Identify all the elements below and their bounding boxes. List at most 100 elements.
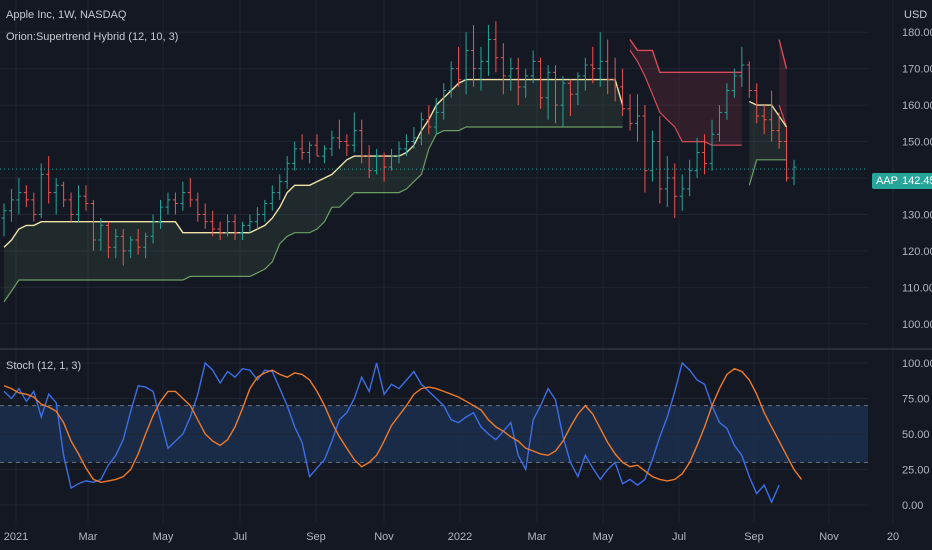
price-bar <box>143 232 149 259</box>
supertrend-band-fill <box>749 101 787 186</box>
price-axis-label: 120.00 <box>902 246 932 258</box>
price-bar <box>8 188 14 222</box>
time-axis-label: Jul <box>672 531 686 543</box>
price-bar <box>344 134 350 157</box>
price-bar <box>582 57 588 91</box>
price-bar <box>433 97 439 135</box>
price-bar <box>530 50 536 84</box>
supertrend-band-fill <box>4 79 623 302</box>
time-axis-label: Jul <box>233 531 247 543</box>
price-bar <box>471 24 477 87</box>
price-bar <box>791 159 797 186</box>
time-axis-label: Sep <box>306 531 326 543</box>
price-bar <box>180 181 186 211</box>
price-bar <box>784 126 790 182</box>
price-bar <box>76 185 82 222</box>
price-bar <box>605 39 611 95</box>
symbol-title: Apple Inc, 1W, NASDAQ <box>6 9 127 21</box>
price-bar <box>232 214 238 240</box>
price-bar <box>567 79 573 117</box>
price-bar <box>702 134 708 175</box>
price-bar <box>113 229 119 259</box>
price-bar <box>642 105 648 193</box>
price-bar <box>351 112 357 153</box>
price-bar <box>366 145 372 178</box>
price-bar <box>523 68 529 98</box>
price-bar <box>284 156 290 189</box>
price-bar <box>120 229 126 266</box>
price-bar <box>329 130 335 157</box>
price-bar <box>649 130 655 182</box>
price-bar <box>634 94 640 142</box>
price-bar <box>1 203 7 237</box>
price-bar <box>731 68 737 98</box>
price-axis-label: 130.00 <box>902 209 932 221</box>
price-bar <box>500 43 506 95</box>
price-bar <box>68 192 74 222</box>
time-axis-label: Mar <box>528 531 547 543</box>
stoch-title[interactable]: Stoch (12, 1, 3) <box>6 360 82 372</box>
price-axis-label: 180.00 <box>902 27 932 39</box>
price-bar <box>493 21 499 73</box>
supertrend-band-line <box>3 126 623 303</box>
price-bar <box>262 199 268 222</box>
last-price-tag: 142.45 <box>898 173 932 189</box>
price-bar <box>336 119 342 149</box>
supertrend-upper-line <box>778 39 788 69</box>
stoch-axis-label: 0.00 <box>902 500 923 512</box>
price-bar <box>448 61 454 98</box>
price-bar <box>210 210 216 237</box>
price-bar <box>172 192 178 215</box>
price-bar <box>508 57 514 91</box>
price-bar <box>314 134 320 157</box>
supertrend-upper-line <box>629 39 742 73</box>
price-bar <box>389 148 395 171</box>
price-bar <box>31 192 37 222</box>
price-bar <box>672 163 678 219</box>
price-bar <box>553 65 559 124</box>
time-axis-label: Nov <box>374 531 394 543</box>
price-bar <box>620 68 626 117</box>
price-bar <box>538 57 544 109</box>
stoch-axis-label: 50.00 <box>902 429 930 441</box>
price-bar <box>128 236 134 259</box>
time-axis-label: Sep <box>744 531 764 543</box>
price-axis-label: 170.00 <box>902 64 932 76</box>
price-bar <box>359 119 365 164</box>
price-bar <box>225 214 231 237</box>
price-bar <box>277 174 283 200</box>
price-bar <box>381 152 387 182</box>
price-bar <box>16 178 22 215</box>
time-axis-label: May <box>153 531 174 543</box>
time-axis-label: Mar <box>79 531 98 543</box>
price-axis-label: 100.00 <box>902 319 932 331</box>
price-bar <box>269 185 275 211</box>
time-axis-label: Nov <box>819 531 839 543</box>
time-axis-label: 2021 <box>4 531 28 543</box>
price-bar <box>403 134 409 157</box>
supertrend-band-line <box>748 159 787 186</box>
price-bar <box>485 24 491 76</box>
price-bar <box>463 32 469 95</box>
price-bar <box>53 178 59 215</box>
stoch-d-line <box>3 367 803 484</box>
price-bar <box>321 145 327 164</box>
price-bar <box>38 163 44 219</box>
price-bar <box>687 159 693 197</box>
price-bar <box>441 83 447 120</box>
supertrend-band-fill <box>779 39 787 127</box>
price-bar <box>456 46 462 87</box>
indicator-title[interactable]: Orion:Supertrend Hybrid (12, 10, 3) <box>6 31 179 43</box>
price-bar <box>657 116 663 204</box>
price-bar <box>165 192 171 215</box>
price-bar <box>575 72 581 106</box>
price-bar <box>396 141 402 164</box>
price-bar <box>46 156 52 204</box>
price-bar <box>746 61 752 98</box>
price-bar <box>694 137 700 178</box>
price-bar <box>374 148 380 175</box>
price-bar <box>187 178 193 208</box>
price-bar <box>247 214 253 233</box>
currency-label: USD <box>904 9 928 21</box>
